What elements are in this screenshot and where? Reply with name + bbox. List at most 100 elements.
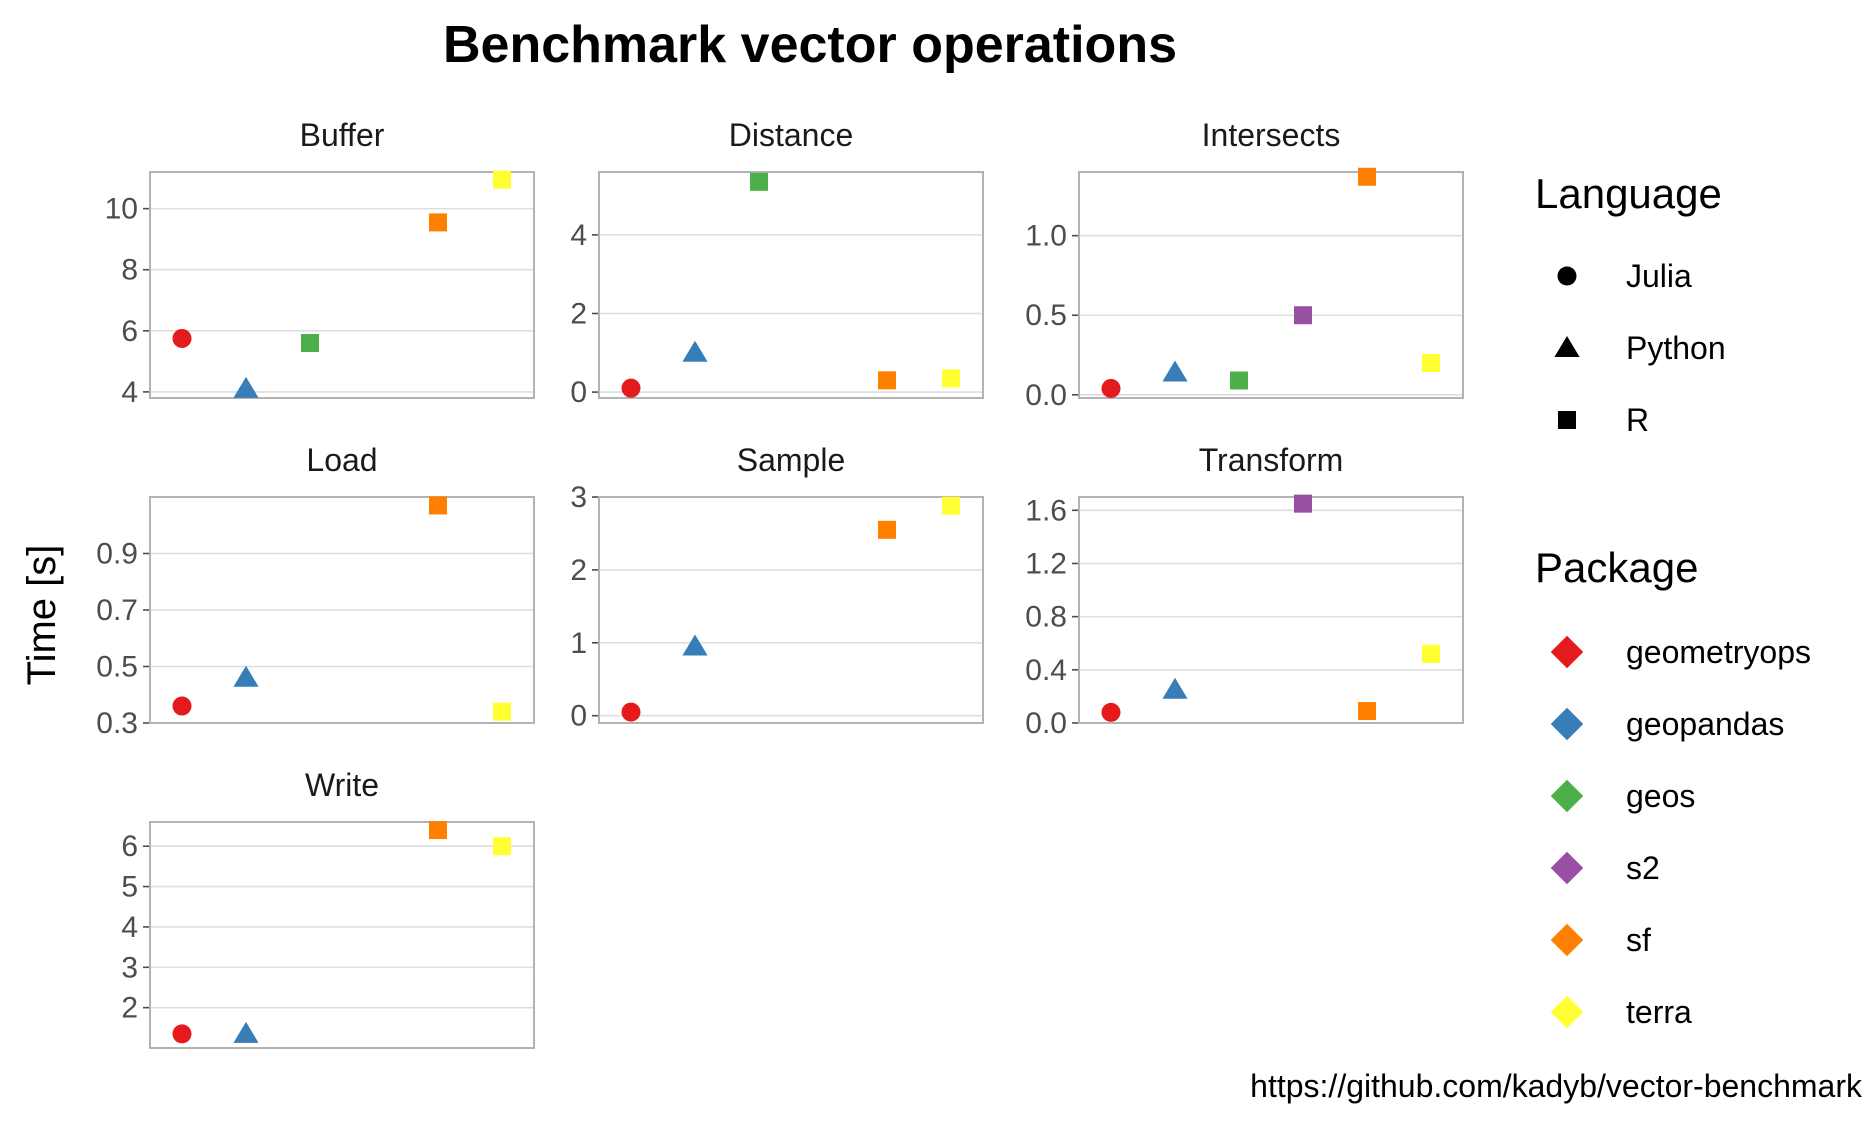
panel-sample: Sample 0 1 2 3 xyxy=(570,442,984,733)
y-tick-label: 4 xyxy=(570,219,587,252)
legend-diamond-icon xyxy=(1550,707,1584,741)
legend-circle-icon xyxy=(1557,266,1577,286)
y-tick-label: 4 xyxy=(121,376,138,409)
point-geometryops xyxy=(172,328,192,348)
panel-title: Load xyxy=(306,442,377,478)
legend-title-language: Language xyxy=(1535,170,1722,217)
panel-load: Load 0.3 0.5 0.7 0.9 xyxy=(96,442,535,740)
point-s2 xyxy=(1294,494,1312,513)
point-geopandas xyxy=(233,665,259,687)
point-sf xyxy=(1358,702,1376,721)
point-geometryops xyxy=(1101,378,1121,398)
point-terra xyxy=(493,170,511,189)
point-geopandas xyxy=(682,340,708,362)
point-geos xyxy=(301,334,319,353)
panel-border xyxy=(1078,171,1464,399)
legend-item-geometryops: geometryops xyxy=(1626,634,1811,670)
legend-title-package: Package xyxy=(1535,544,1698,591)
point-geopandas xyxy=(682,634,708,656)
legend: Language Julia Python R Package geometryops ge… xyxy=(1535,170,1811,1030)
point-geometryops xyxy=(621,702,641,722)
y-tick-label: 4 xyxy=(121,911,138,944)
y-tick-label: 0.4 xyxy=(1025,654,1067,687)
point-terra xyxy=(942,496,960,515)
legend-diamond-icon xyxy=(1550,779,1584,813)
y-tick-label: 2 xyxy=(570,297,587,330)
panel-border xyxy=(598,496,984,724)
y-tick-label: 1.6 xyxy=(1025,494,1067,527)
y-tick-label: 0.3 xyxy=(96,707,138,740)
y-tick-label: 1.0 xyxy=(1025,220,1067,253)
point-geos xyxy=(1230,371,1248,390)
legend-item-geopandas: geopandas xyxy=(1626,706,1784,742)
legend-diamond-icon xyxy=(1550,851,1584,885)
point-geometryops xyxy=(1101,702,1121,722)
legend-item-python: Python xyxy=(1626,330,1726,366)
y-tick-label: 1.2 xyxy=(1025,547,1067,580)
point-sf xyxy=(429,213,447,232)
point-geopandas xyxy=(233,376,259,398)
point-terra xyxy=(942,369,960,388)
y-tick-label: 0.7 xyxy=(96,594,138,627)
y-tick-label: 0.9 xyxy=(96,538,138,571)
y-tick-label: 0.0 xyxy=(1025,707,1067,740)
point-geopandas xyxy=(1162,360,1188,382)
panel-buffer: Buffer 4 6 8 10 xyxy=(105,117,535,409)
chart-title: Benchmark vector operations xyxy=(443,16,1177,74)
point-geometryops xyxy=(621,378,641,398)
y-axis-label: Time [s] xyxy=(20,545,64,686)
point-geometryops xyxy=(172,1024,192,1044)
y-tick-label: 8 xyxy=(121,254,138,287)
panel-title: Intersects xyxy=(1202,117,1341,153)
y-tick-label: 3 xyxy=(121,951,138,984)
legend-item-r: R xyxy=(1626,402,1649,438)
panel-title: Transform xyxy=(1199,442,1344,478)
point-geopandas xyxy=(1162,677,1188,699)
y-tick-label: 2 xyxy=(570,554,587,587)
y-tick-label: 0.8 xyxy=(1025,601,1067,634)
legend-item-geos: geos xyxy=(1626,778,1695,814)
panel-border xyxy=(1078,496,1464,724)
panel-intersects: Intersects 0.0 0.5 1.0 xyxy=(1025,117,1464,412)
legend-diamond-icon xyxy=(1550,635,1584,669)
point-sf xyxy=(878,371,896,390)
panel-write: Write 2 3 4 5 6 xyxy=(121,767,535,1049)
legend-item-julia: Julia xyxy=(1626,258,1692,294)
point-s2 xyxy=(1294,306,1312,325)
y-tick-label: 6 xyxy=(121,315,138,348)
y-tick-label: 0.5 xyxy=(96,651,138,684)
panel-title: Sample xyxy=(737,442,846,478)
point-sf xyxy=(878,520,896,539)
panel-border xyxy=(598,171,984,399)
point-sf xyxy=(1358,167,1376,186)
legend-triangle-icon xyxy=(1554,336,1580,357)
point-sf xyxy=(429,821,447,840)
y-tick-label: 2 xyxy=(121,992,138,1025)
legend-item-sf: sf xyxy=(1626,922,1651,958)
point-geos xyxy=(750,172,768,191)
y-tick-label: 5 xyxy=(121,871,138,904)
panel-border xyxy=(149,496,535,724)
panel-border xyxy=(149,821,535,1049)
point-terra xyxy=(493,702,511,721)
y-tick-label: 10 xyxy=(105,193,138,226)
legend-item-terra: terra xyxy=(1626,994,1692,1030)
point-terra xyxy=(1422,353,1440,372)
legend-item-s2: s2 xyxy=(1626,850,1660,886)
panel-title: Write xyxy=(305,767,379,803)
y-tick-label: 0.5 xyxy=(1025,299,1067,332)
facet-panels: Buffer46810Distance024Intersects0.00.51.… xyxy=(96,117,1464,1049)
y-tick-label: 0 xyxy=(570,376,587,409)
panel-border xyxy=(149,171,535,399)
y-tick-label: 0.0 xyxy=(1025,379,1067,412)
point-geometryops xyxy=(172,696,192,716)
y-tick-label: 0 xyxy=(570,700,587,733)
legend-diamond-icon xyxy=(1550,995,1584,1029)
point-geopandas xyxy=(233,1021,259,1043)
legend-square-icon xyxy=(1558,411,1576,429)
point-sf xyxy=(429,496,447,515)
y-tick-label: 3 xyxy=(570,481,587,514)
legend-diamond-icon xyxy=(1550,923,1584,957)
chart-caption: https://github.com/kadyb/vector-benchmar… xyxy=(1250,1068,1863,1104)
